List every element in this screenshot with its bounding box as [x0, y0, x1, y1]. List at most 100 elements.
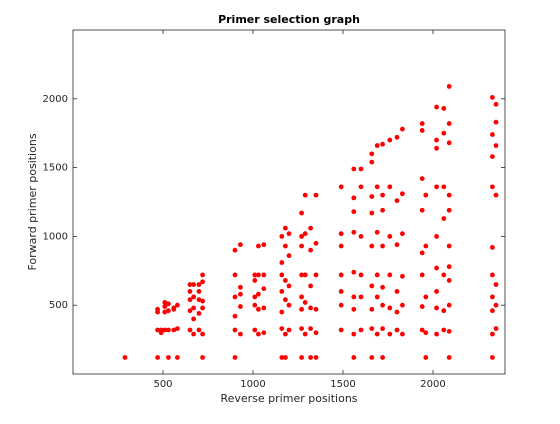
- point: [122, 355, 128, 360]
- point: [387, 234, 393, 239]
- x-tick-label: 500: [153, 379, 172, 390]
- point: [490, 95, 495, 100]
- point: [200, 279, 206, 285]
- point: [374, 184, 380, 190]
- point: [434, 331, 439, 337]
- point: [232, 272, 238, 278]
- point: [446, 278, 452, 283]
- point: [252, 327, 258, 333]
- point: [394, 309, 400, 315]
- point: [441, 327, 447, 333]
- point: [394, 289, 400, 294]
- point: [302, 300, 308, 305]
- y-tick-label: 1500: [43, 163, 68, 174]
- point: [441, 184, 447, 190]
- point: [374, 229, 380, 235]
- point: [279, 260, 285, 265]
- point: [441, 216, 447, 221]
- point: [441, 106, 447, 111]
- point: [351, 331, 357, 337]
- point: [166, 308, 171, 314]
- point: [446, 121, 452, 126]
- point: [358, 184, 364, 190]
- point: [299, 355, 304, 360]
- point: [283, 243, 288, 249]
- x-axis-label: Reverse primer positions: [220, 392, 357, 405]
- point: [434, 104, 439, 110]
- point: [490, 294, 495, 300]
- point: [493, 192, 499, 198]
- point: [387, 137, 393, 143]
- point: [261, 242, 267, 248]
- point: [187, 327, 193, 333]
- point: [252, 302, 258, 308]
- point: [369, 283, 375, 289]
- point: [299, 294, 304, 300]
- point: [338, 231, 344, 237]
- point: [232, 355, 238, 360]
- point: [338, 272, 344, 278]
- y-tick-label: 1000: [43, 231, 68, 242]
- point: [493, 282, 499, 287]
- point: [286, 231, 292, 237]
- point: [308, 283, 313, 289]
- point: [302, 192, 308, 198]
- point: [380, 302, 385, 308]
- point: [358, 327, 364, 333]
- point: [256, 272, 261, 278]
- point: [196, 297, 202, 303]
- point: [171, 305, 177, 311]
- point: [358, 234, 364, 239]
- point: [238, 304, 243, 309]
- point: [351, 306, 357, 312]
- point: [400, 331, 405, 337]
- point: [313, 272, 319, 278]
- plot-frame: [72, 29, 506, 375]
- point: [238, 331, 243, 337]
- point: [279, 309, 285, 315]
- point: [338, 243, 344, 249]
- point: [446, 192, 452, 198]
- point: [308, 225, 313, 231]
- point: [286, 283, 292, 289]
- point: [299, 326, 304, 331]
- point: [252, 278, 258, 283]
- point: [493, 119, 499, 125]
- point: [261, 272, 267, 278]
- point: [196, 311, 202, 316]
- point: [158, 330, 164, 336]
- point: [441, 272, 447, 278]
- point: [256, 291, 261, 297]
- point: [351, 355, 357, 360]
- point: [493, 143, 499, 148]
- point: [400, 302, 405, 308]
- point: [283, 297, 288, 303]
- point: [286, 327, 292, 333]
- point: [302, 272, 308, 278]
- point: [283, 225, 288, 231]
- point: [490, 355, 495, 360]
- point: [351, 229, 357, 235]
- point: [400, 231, 405, 237]
- point: [400, 273, 405, 279]
- point: [166, 327, 171, 333]
- point: [419, 176, 425, 182]
- point: [358, 166, 364, 172]
- point: [369, 210, 375, 216]
- point: [434, 184, 439, 190]
- point: [434, 145, 439, 151]
- point: [256, 331, 261, 337]
- x-tick-label: 1000: [240, 379, 265, 390]
- point: [423, 330, 429, 336]
- point: [394, 327, 400, 333]
- point: [162, 304, 168, 309]
- point: [279, 289, 285, 294]
- point: [419, 304, 425, 309]
- point: [490, 184, 495, 190]
- point: [490, 245, 495, 250]
- point: [351, 269, 357, 275]
- point: [175, 326, 180, 331]
- point: [358, 294, 364, 300]
- point: [490, 154, 495, 159]
